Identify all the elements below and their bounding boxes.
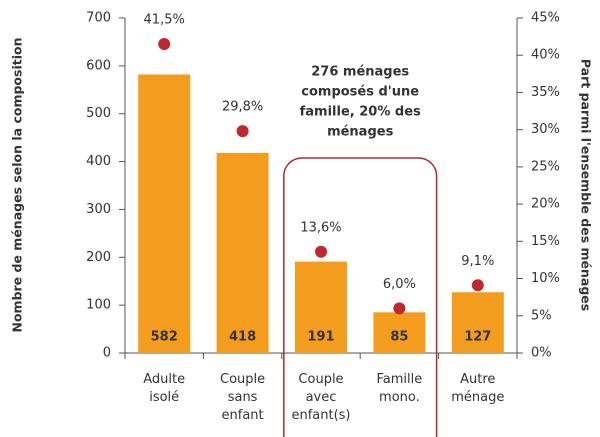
x-tick-label-line: isolé xyxy=(149,390,179,405)
y2-tick-label: 20% xyxy=(531,197,560,212)
y-tick-label: 200 xyxy=(86,250,111,265)
y-tick-label: 100 xyxy=(86,298,111,313)
x-tick-label-line: sans xyxy=(228,390,258,405)
x-tick-label: Autre ménage xyxy=(451,372,504,405)
y2-tick-label: 40% xyxy=(531,48,560,63)
dot-value-label: 41,5% xyxy=(144,13,185,28)
bar xyxy=(138,74,191,353)
bar-value-label: 85 xyxy=(390,330,408,345)
bar xyxy=(216,152,269,353)
annotation: composés d'une xyxy=(301,85,419,100)
x-tick-label: Famille mono. xyxy=(377,372,423,405)
x-tick-label-line: Autre xyxy=(460,372,495,387)
bar xyxy=(295,261,347,353)
y2-tick-label: 10% xyxy=(531,271,560,286)
y2-tick-label: 30% xyxy=(531,122,560,137)
dot-value-label: 29,8% xyxy=(222,100,263,115)
y-tick-label: 400 xyxy=(86,154,111,169)
y2-tick-label: 15% xyxy=(531,234,560,249)
dot xyxy=(158,38,171,51)
dot-value-label: 6,0% xyxy=(383,277,416,292)
y-tick-label: 0 xyxy=(103,346,111,361)
x-tick-label-line: Couple xyxy=(220,372,265,387)
annotation: famille, 20% des xyxy=(300,105,421,120)
dot xyxy=(236,125,249,138)
bar xyxy=(373,312,426,353)
y-tick-label: 500 xyxy=(86,106,111,121)
y2-axis-label: Part parmi l'ensemble des ménages xyxy=(579,59,594,311)
x-tick-label-line: Famille xyxy=(377,372,423,387)
x-tick-label-line: Couple xyxy=(298,372,343,387)
dot xyxy=(315,245,327,258)
x-tick-label-line: Adulte xyxy=(143,372,185,387)
y2-tick-label: 45% xyxy=(531,11,560,26)
x-tick-label: Adulte isolé xyxy=(143,372,185,405)
x-tick-label: Couple avec enfant(s) xyxy=(291,372,350,423)
x-tick-label-line: mono. xyxy=(379,390,420,405)
annotation: ménages xyxy=(327,125,394,140)
y-tick-label: 700 xyxy=(86,11,111,26)
bar-value-label: 127 xyxy=(464,330,491,345)
y2-tick-label: 0% xyxy=(531,346,552,361)
x-tick-label-line: enfant(s) xyxy=(291,408,350,423)
bar-value-label: 582 xyxy=(151,330,178,345)
y-tick-label: 300 xyxy=(86,202,111,217)
x-tick-label-line: ménage xyxy=(451,390,504,405)
bar-value-label: 418 xyxy=(229,330,256,345)
annotation: 276 ménages xyxy=(311,65,409,80)
y2-tick-label: 25% xyxy=(531,159,560,174)
annotation-frame xyxy=(283,157,438,437)
dot xyxy=(471,279,484,292)
y2-tick-label: 5% xyxy=(531,308,552,323)
dot-value-label: 9,1% xyxy=(461,254,494,269)
bar-value-label: 191 xyxy=(307,330,334,345)
x-tick-label-line: avec xyxy=(306,390,337,405)
x-tick-label-line: enfant xyxy=(222,408,264,423)
bar xyxy=(451,292,504,353)
y2-tick-label: 35% xyxy=(531,85,560,100)
y-tick-label: 600 xyxy=(86,58,111,73)
dot-value-label: 13,6% xyxy=(300,220,341,235)
y-axis-label: Nombre de ménages selon la composition xyxy=(10,38,25,333)
dot xyxy=(393,302,406,315)
x-tick-label: Couple sans enfant xyxy=(220,372,265,423)
